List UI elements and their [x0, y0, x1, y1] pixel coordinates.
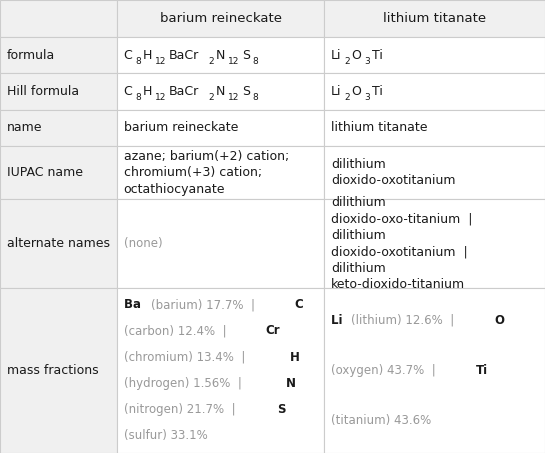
Bar	[324, 37, 545, 73]
Bar	[117, 0, 324, 37]
Text: mass fractions: mass fractions	[7, 364, 98, 377]
Bar	[0, 37, 117, 73]
Text: C: C	[124, 85, 132, 98]
Bar	[324, 110, 545, 146]
Bar	[117, 146, 324, 199]
Text: Ti: Ti	[476, 364, 488, 377]
Bar	[0, 0, 117, 37]
Text: S: S	[243, 85, 250, 98]
Text: Li: Li	[331, 49, 341, 62]
Text: (carbon) 12.4%  |: (carbon) 12.4% |	[124, 324, 234, 337]
Text: 12: 12	[228, 93, 239, 102]
Text: Li: Li	[331, 314, 347, 327]
Bar	[324, 288, 545, 453]
Text: 2: 2	[344, 93, 350, 102]
Text: (lithium) 12.6%  |: (lithium) 12.6% |	[351, 314, 462, 327]
Text: S: S	[243, 49, 250, 62]
Bar	[324, 199, 545, 288]
Bar	[0, 73, 117, 110]
Text: BaCr: BaCr	[169, 49, 199, 62]
Bar	[117, 199, 324, 288]
Text: lithium titanate: lithium titanate	[383, 12, 486, 25]
Text: Ti: Ti	[372, 85, 383, 98]
Text: Hill formula: Hill formula	[7, 85, 78, 98]
Text: Ba: Ba	[124, 298, 145, 311]
Text: (chromium) 13.4%  |: (chromium) 13.4% |	[124, 351, 252, 364]
Bar	[117, 110, 324, 146]
Text: dilithium
dioxido-oxotitanium: dilithium dioxido-oxotitanium	[331, 158, 455, 188]
Text: Ti: Ti	[372, 49, 383, 62]
Text: 8: 8	[252, 93, 258, 102]
Text: C: C	[295, 298, 304, 311]
Text: H: H	[142, 49, 152, 62]
Bar	[117, 37, 324, 73]
Text: 8: 8	[135, 93, 141, 102]
Text: 2: 2	[344, 57, 350, 66]
Text: (none): (none)	[124, 237, 162, 250]
Text: 2: 2	[208, 57, 214, 66]
Text: BaCr: BaCr	[169, 85, 199, 98]
Text: lithium titanate: lithium titanate	[331, 121, 427, 134]
Text: 2: 2	[208, 93, 214, 102]
Text: (sulfur) 33.1%: (sulfur) 33.1%	[124, 429, 208, 443]
Bar	[324, 73, 545, 110]
Text: 3: 3	[365, 57, 370, 66]
Text: alternate names: alternate names	[7, 237, 110, 250]
Text: (barium) 17.7%  |: (barium) 17.7% |	[151, 298, 263, 311]
Text: barium reineckate: barium reineckate	[160, 12, 282, 25]
Text: S: S	[277, 403, 286, 416]
Text: barium reineckate: barium reineckate	[124, 121, 238, 134]
Text: 3: 3	[365, 93, 370, 102]
Text: (oxygen) 43.7%  |: (oxygen) 43.7% |	[331, 364, 443, 377]
Bar	[0, 146, 117, 199]
Text: (titanium) 43.6%: (titanium) 43.6%	[331, 414, 431, 427]
Text: IUPAC name: IUPAC name	[7, 166, 82, 179]
Text: N: N	[215, 85, 225, 98]
Text: 8: 8	[252, 57, 258, 66]
Text: N: N	[215, 49, 225, 62]
Text: H: H	[142, 85, 152, 98]
Text: O: O	[494, 314, 504, 327]
Text: name: name	[7, 121, 42, 134]
Text: O: O	[352, 85, 361, 98]
Text: 12: 12	[155, 57, 166, 66]
Bar	[0, 199, 117, 288]
Bar	[0, 288, 117, 453]
Bar	[117, 288, 324, 453]
Bar	[324, 146, 545, 199]
Text: 12: 12	[228, 57, 239, 66]
Text: (hydrogen) 1.56%  |: (hydrogen) 1.56% |	[124, 377, 249, 390]
Text: 8: 8	[135, 57, 141, 66]
Text: N: N	[286, 377, 295, 390]
Text: dilithium
dioxido-oxo-titanium  |
dilithium
dioxido-oxotitanium  |
dilithium
ket: dilithium dioxido-oxo-titanium | dilithi…	[331, 196, 473, 291]
Text: 12: 12	[155, 93, 166, 102]
Bar	[117, 73, 324, 110]
Text: (nitrogen) 21.7%  |: (nitrogen) 21.7% |	[124, 403, 243, 416]
Text: Li: Li	[331, 85, 341, 98]
Text: Cr: Cr	[266, 324, 281, 337]
Text: C: C	[124, 49, 132, 62]
Text: O: O	[352, 49, 361, 62]
Text: formula: formula	[7, 49, 55, 62]
Bar	[0, 110, 117, 146]
Bar	[324, 0, 545, 37]
Text: azane; barium(+2) cation;
chromium(+3) cation;
octathiocyanate: azane; barium(+2) cation; chromium(+3) c…	[124, 149, 289, 196]
Text: H: H	[290, 351, 300, 364]
